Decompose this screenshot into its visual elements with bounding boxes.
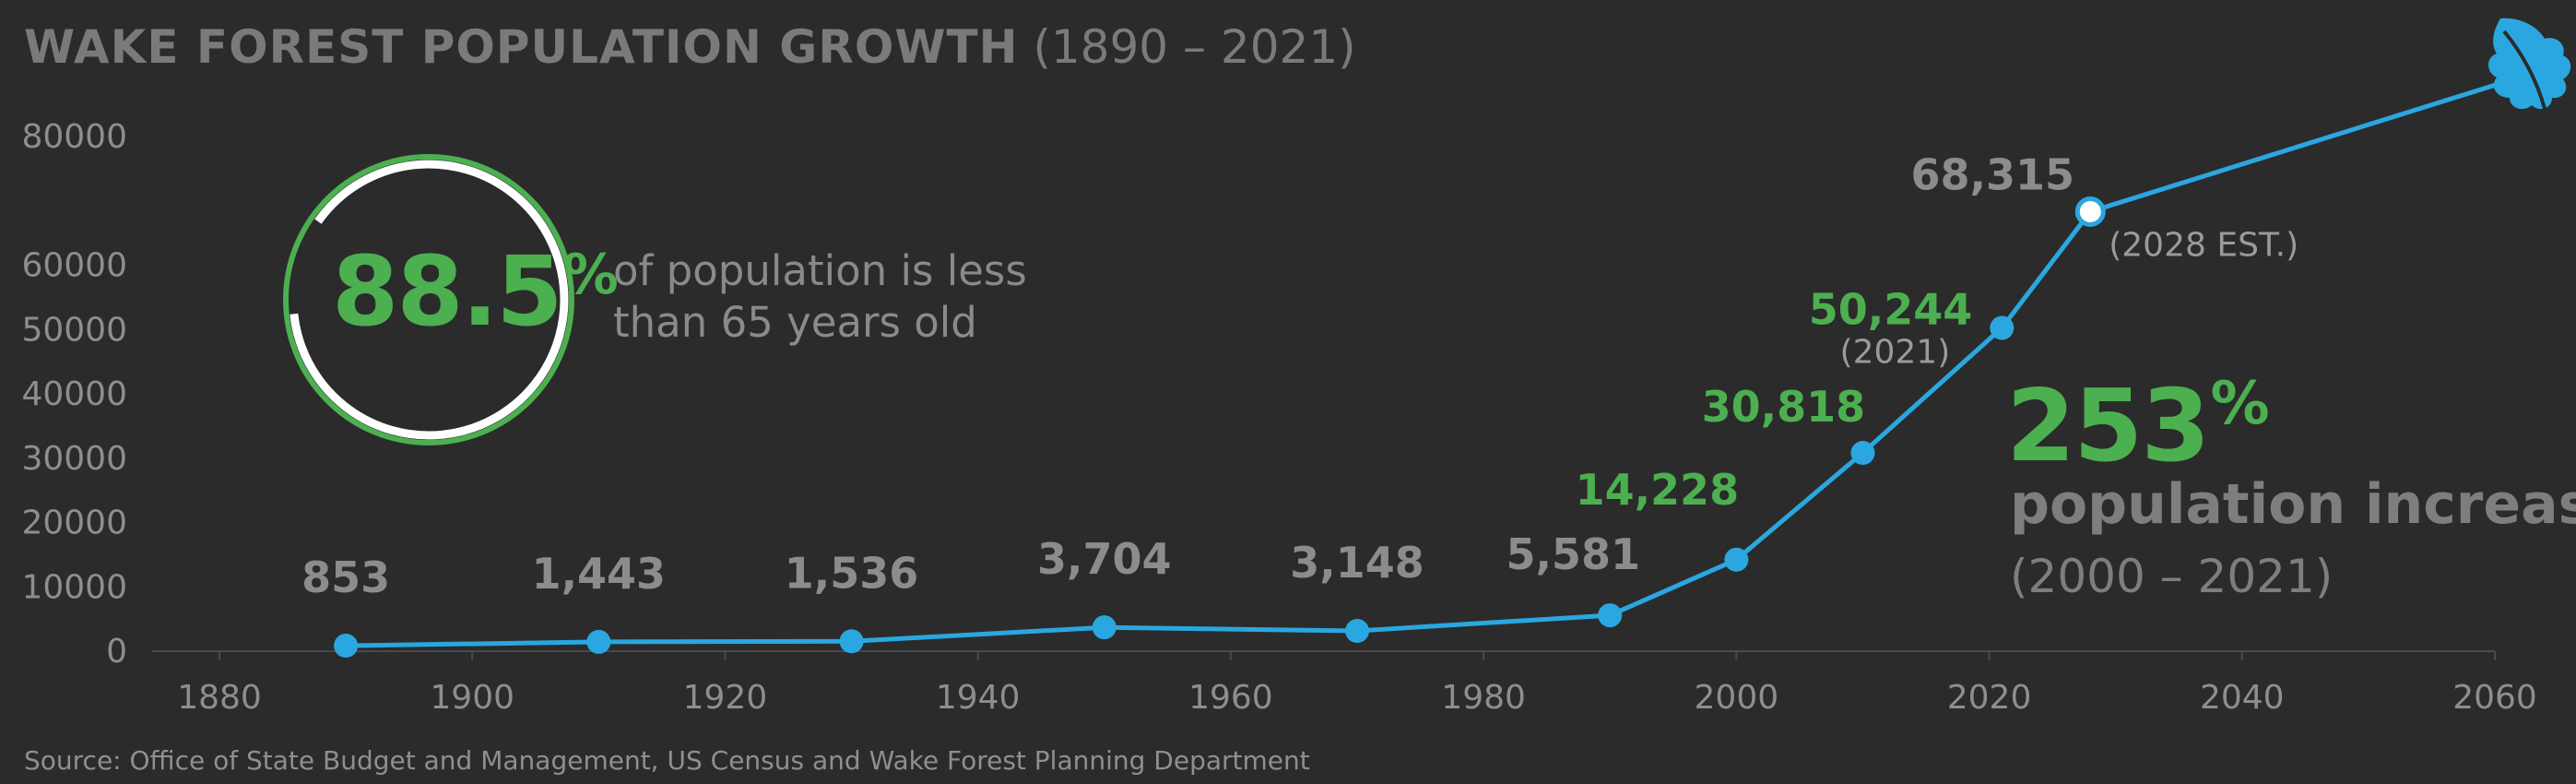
- data-point: [586, 629, 611, 654]
- data-label: 853: [301, 552, 390, 602]
- data-label: 5,581: [1506, 529, 1640, 579]
- data-label: 3,148: [1290, 538, 1424, 588]
- stat-ring-outer: [283, 154, 574, 445]
- series-line: [346, 209, 2093, 648]
- y-tick-label: 20000: [21, 505, 127, 542]
- stat-percent-sign: %: [562, 243, 619, 307]
- stat-ring: [277, 148, 581, 452]
- data-point: [1850, 441, 1875, 466]
- data-label: 3,704: [1037, 534, 1172, 584]
- data-label: 50,244: [1809, 285, 1973, 335]
- x-tick-label: 1960: [1188, 679, 1273, 717]
- x-tick-label: 1880: [177, 679, 262, 717]
- projection-line: [2089, 77, 2514, 214]
- increase-percent-sign: %: [2210, 370, 2269, 438]
- x-tick-label: 2000: [1695, 679, 1779, 717]
- stat-ring-progress: [289, 160, 569, 440]
- data-point-estimate: [2074, 196, 2106, 228]
- stat-percentage-number: 88.5: [332, 235, 563, 348]
- increase-number: 253: [2006, 369, 2210, 484]
- label-layer: 853 1,443 1,536 3,704 3,148 5,581 14,228 30,818…: [301, 150, 2298, 603]
- data-label: 1,536: [785, 548, 919, 598]
- x-tick-label: 1900: [430, 679, 514, 717]
- stat-percentage: 88.5%: [332, 235, 619, 348]
- y-tick-label: 40000: [21, 375, 127, 413]
- x-tick-label: 2020: [1947, 679, 2032, 717]
- x-tick-label: 2040: [2200, 679, 2285, 717]
- y-tick-label: 60000: [21, 247, 127, 285]
- increase-range: (2000 – 2021): [2010, 550, 2334, 603]
- data-label: 1,443: [532, 549, 667, 599]
- chart-title-main: WAKE FOREST POPULATION GROWTH: [24, 20, 1019, 74]
- x-tick-label: 1920: [683, 679, 768, 717]
- y-tick-label: 10000: [21, 568, 127, 606]
- data-label: 30,818: [1702, 382, 1866, 432]
- y-tick-label: 80000: [21, 118, 127, 156]
- data-note: (2028 EST.): [2109, 227, 2298, 265]
- stat-ring-graphic: [283, 154, 574, 445]
- x-tick-label: 2060: [2452, 679, 2537, 717]
- data-point: [1092, 615, 1117, 640]
- point-layer: [334, 196, 2106, 659]
- increase-percentage: 253%: [2006, 369, 2270, 484]
- x-tick-label: 1940: [936, 679, 1021, 717]
- increase-label: population increase: [2010, 472, 2576, 537]
- data-point: [1345, 619, 1369, 644]
- data-point: [1598, 603, 1623, 628]
- data-label: 14,228: [1576, 465, 1740, 515]
- data-point: [334, 634, 359, 659]
- data-label: 68,315: [1910, 150, 2074, 200]
- axis-layer: 1880 1900 1920 1940 1960 1980 2000 2020 2040 2060…: [21, 118, 2536, 717]
- data-note: (2021): [1840, 334, 1951, 372]
- source-note: Source: Office of State Budget and Manag…: [24, 745, 1310, 776]
- y-tick-label: 50000: [21, 311, 127, 349]
- data-point: [1990, 315, 2015, 340]
- y-tick-label: 0: [106, 633, 127, 671]
- line-layer: [346, 77, 2514, 648]
- data-point: [839, 629, 864, 654]
- chart-title-range: (1890 – 2021): [1033, 20, 1356, 74]
- chart-title: WAKE FOREST POPULATION GROWTH (1890 – 20…: [24, 20, 1356, 74]
- x-tick-label: 1980: [1441, 679, 1526, 717]
- oak-leaf-icon: [2488, 18, 2571, 110]
- y-tick-label: 30000: [21, 440, 127, 478]
- stat-description: of population is less than 65 years old: [613, 246, 1027, 347]
- data-point: [1724, 547, 1749, 572]
